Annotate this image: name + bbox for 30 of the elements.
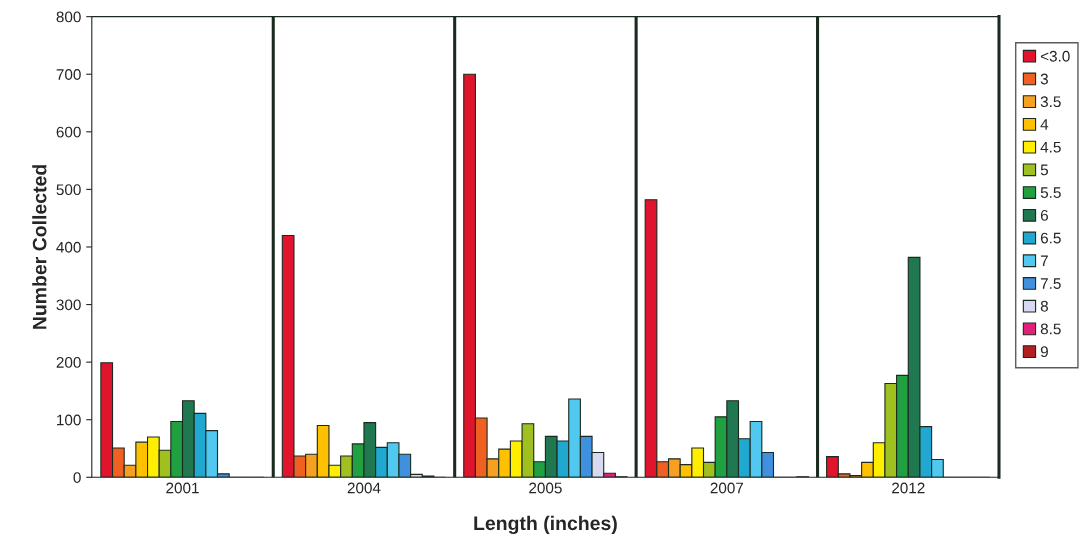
legend-label: 6.5	[1040, 232, 1061, 244]
y-tick-label: 500	[56, 184, 81, 196]
x-tick-label: 2005	[529, 482, 562, 494]
legend-label: 5.5	[1040, 187, 1061, 199]
legend-label: 8.5	[1040, 323, 1061, 335]
legend-label: 4.5	[1040, 141, 1061, 153]
legend-label: <3.0	[1040, 50, 1070, 62]
legend-label: 3.5	[1040, 96, 1061, 108]
y-tick-label: 100	[57, 414, 81, 426]
y-tick-label: 0	[73, 472, 81, 483]
legend-label: 7.5	[1040, 278, 1061, 289]
legend-label: 3	[1040, 73, 1048, 85]
y-tick-label: 200	[56, 357, 81, 368]
x-tick-label: 2012	[892, 482, 925, 494]
legend-label: 8	[1040, 300, 1048, 312]
legend-label: 9	[1040, 346, 1048, 358]
legend-label: 7	[1040, 255, 1048, 267]
x-tick-label: 2007	[710, 482, 744, 494]
y-tick-label: 800	[56, 11, 81, 23]
x-axis-title: Length (inches)	[474, 515, 617, 535]
legend-label: 5	[1040, 164, 1049, 176]
x-tick-label: 2001	[166, 482, 199, 494]
y-tick-label: 400	[56, 241, 81, 253]
x-tick-label: 2004	[347, 482, 381, 494]
y-tick-label: 300	[56, 299, 81, 311]
y-axis-title: Number Collected	[32, 165, 47, 329]
y-tick-label: 700	[56, 69, 81, 80]
legend-label: 6	[1040, 209, 1048, 221]
y-tick-label: 600	[56, 126, 81, 138]
legend-label: 4	[1040, 119, 1049, 130]
